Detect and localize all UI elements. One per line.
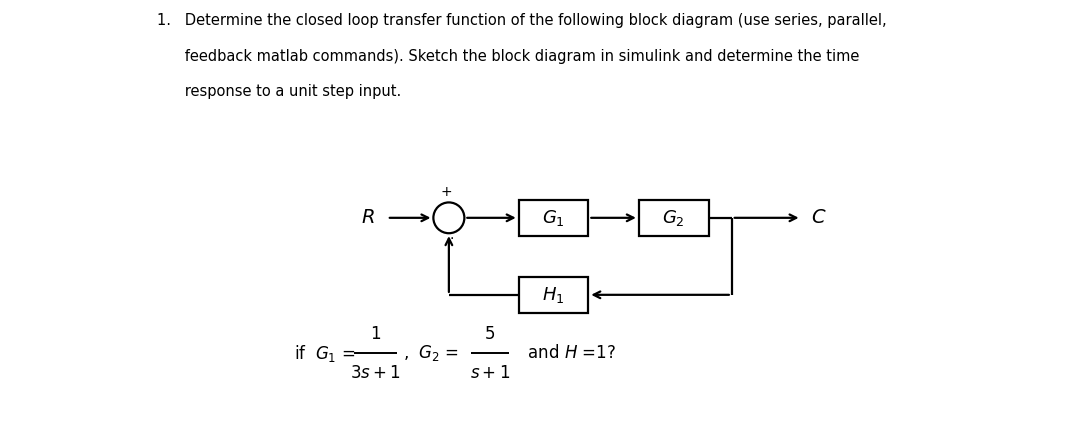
Text: $s +1$: $s +1$ — [470, 364, 510, 382]
FancyBboxPatch shape — [518, 200, 589, 236]
Text: 1: 1 — [370, 325, 380, 343]
Text: $H_1$: $H_1$ — [542, 285, 565, 305]
Text: ⋅: ⋅ — [449, 232, 454, 246]
Text: ,  $G_2$ =: , $G_2$ = — [403, 343, 459, 363]
Text: C: C — [811, 208, 824, 227]
Text: if  $G_1$ =: if $G_1$ = — [294, 343, 355, 364]
Text: +: + — [441, 185, 453, 199]
Text: 1.   Determine the closed loop transfer function of the following block diagram : 1. Determine the closed loop transfer fu… — [157, 13, 887, 28]
Text: $G_2$: $G_2$ — [662, 208, 685, 228]
FancyBboxPatch shape — [518, 277, 589, 312]
Text: feedback matlab commands). Sketch the block diagram in simulink and determine th: feedback matlab commands). Sketch the bl… — [157, 49, 859, 64]
Text: response to a unit step input.: response to a unit step input. — [157, 84, 401, 99]
Text: 5: 5 — [485, 325, 496, 343]
Text: $G_1$: $G_1$ — [542, 208, 565, 228]
Text: $3s +1$: $3s +1$ — [350, 364, 401, 382]
Text: R: R — [362, 208, 375, 227]
Text: and $H$ =1?: and $H$ =1? — [517, 344, 617, 362]
FancyBboxPatch shape — [638, 200, 708, 236]
